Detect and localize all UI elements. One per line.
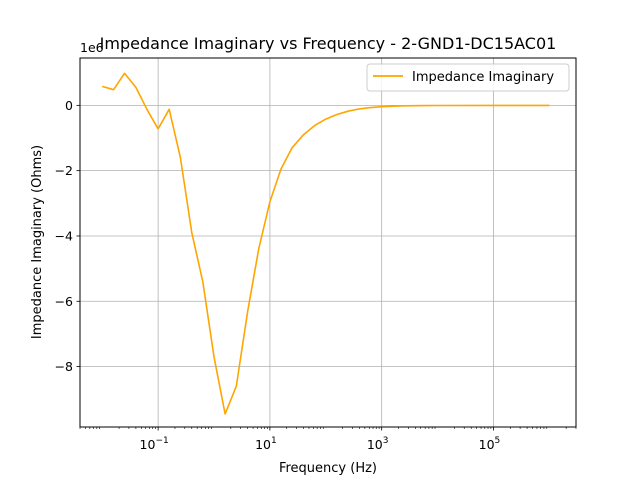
plot-frame (79, 57, 577, 428)
y-tick-label: −4 (55, 228, 73, 243)
chart-title: Impedance Imaginary vs Frequency - 2-GND… (100, 34, 557, 53)
y-tick-label: −8 (55, 359, 73, 374)
x-tick-exponent: −1 (155, 436, 168, 446)
series-layer (101, 72, 550, 415)
x-tick-exponent: 5 (495, 436, 501, 446)
legend: Impedance Imaginary (366, 63, 570, 92)
x-tick-exponent: 1 (271, 436, 277, 446)
y-tick-label: −6 (55, 294, 73, 309)
x-axis-title: Frequency (Hz) (279, 461, 377, 476)
y-axis-ticks: 0 −2 −4 −6 −8 (55, 98, 80, 374)
x-tick-exponent: 3 (383, 436, 389, 446)
y-axis-title: Impedance Imaginary (Ohms) (30, 145, 45, 339)
y-tick-label: 0 (65, 98, 73, 113)
grid-lines (80, 58, 576, 427)
y-axis-multiplier: 1e6 (80, 40, 104, 55)
legend-box (366, 63, 570, 92)
legend-label: Impedance Imaginary (412, 70, 554, 85)
series-line (101, 72, 550, 415)
y-tick-label: −2 (55, 163, 73, 178)
